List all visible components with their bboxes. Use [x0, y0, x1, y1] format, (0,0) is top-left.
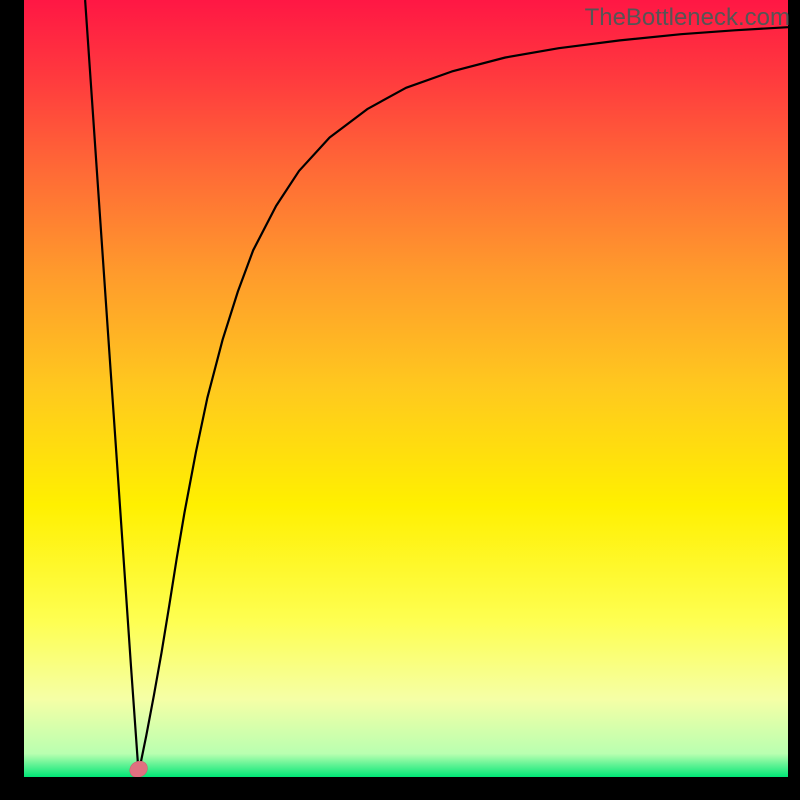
- watermark-text: TheBottleneck.com: [585, 4, 790, 32]
- frame-bottom: [0, 777, 800, 800]
- bottleneck-chart: [0, 0, 800, 800]
- gradient-background: [24, 0, 788, 777]
- chart-container: TheBottleneck.com: [0, 0, 800, 800]
- frame-right: [788, 0, 800, 800]
- frame-left: [0, 0, 24, 800]
